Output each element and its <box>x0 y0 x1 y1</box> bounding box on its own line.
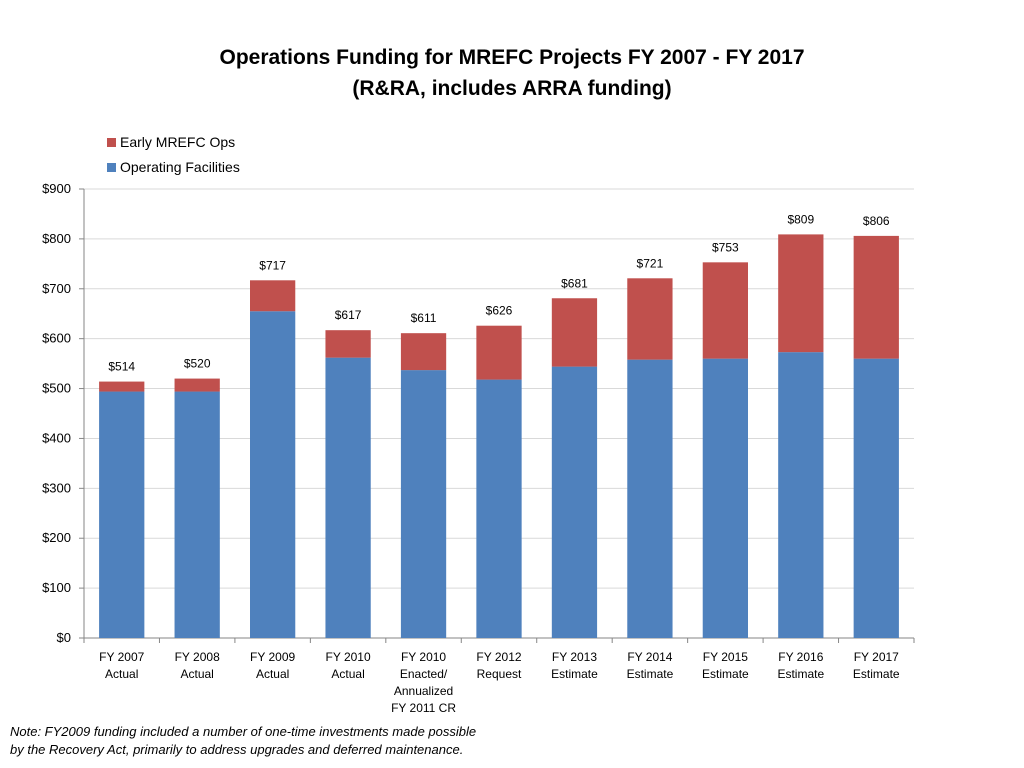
y-tick-label: $500 <box>42 381 71 396</box>
chart-title: Operations Funding for MREFC Projects FY… <box>219 46 805 69</box>
y-tick-label: $300 <box>42 480 71 495</box>
y-tick-label: $700 <box>42 281 71 296</box>
bar-early-mrefc-ops <box>627 278 673 360</box>
footnote: Note: FY2009 funding included a number o… <box>10 723 710 759</box>
y-tick-label: $400 <box>42 430 71 445</box>
bar-operating-facilities <box>325 357 371 638</box>
bar-operating-facilities <box>853 358 899 638</box>
bar-operating-facilities <box>627 359 673 638</box>
y-tick-label: $900 <box>42 181 71 196</box>
stacked-bar-chart: $0 $100 $200 $300 $400 $500 $600 $700 $800 $900 $5… <box>42 134 915 715</box>
x-tick-label: FY 2009 Actual <box>250 650 295 681</box>
bar-early-mrefc-ops <box>853 235 899 359</box>
bar-operating-facilities <box>551 366 598 638</box>
legend-label-operating-facilities: Operating Facilities <box>120 159 240 175</box>
legend-swatch-operating-facilities <box>107 163 116 172</box>
bar-operating-facilities <box>476 379 522 638</box>
legend-swatch-early-mrefc-ops <box>107 138 116 147</box>
bar-early-mrefc-ops <box>702 262 748 359</box>
y-tick-label: $100 <box>42 580 71 595</box>
data-label-total: $753 <box>712 240 739 254</box>
footnote-line-1: Note: FY2009 funding included a number o… <box>10 724 477 739</box>
bar-early-mrefc-ops <box>99 381 145 392</box>
x-tick-label: FY 2008 Actual <box>175 650 220 681</box>
bar-operating-facilities <box>99 391 145 638</box>
x-tick-label: FY 2007 Actual <box>99 650 144 681</box>
x-tick-label: FY 2012 Request <box>476 650 522 681</box>
bar-early-mrefc-ops <box>778 234 824 353</box>
data-label-total: $626 <box>486 304 513 318</box>
bar-operating-facilities <box>702 358 748 638</box>
bar-early-mrefc-ops <box>174 378 220 392</box>
bar-early-mrefc-ops <box>325 330 371 358</box>
data-label-total: $717 <box>259 258 286 272</box>
x-tick-label: FY 2010 Enacted/Annualized FY 2011 CR <box>391 650 456 715</box>
footnote-line-2: by the Recovery Act, primarily to addres… <box>10 742 464 757</box>
y-tick-label: $800 <box>42 231 71 246</box>
data-label-total: $520 <box>184 357 211 371</box>
data-label-total: $514 <box>108 360 135 374</box>
data-label-total: $611 <box>411 311 437 325</box>
y-tick-label: $0 <box>57 630 71 645</box>
x-tick-label: FY 2017 Estimate <box>853 650 900 681</box>
data-label-total: $721 <box>637 256 664 270</box>
bar-early-mrefc-ops <box>476 325 522 380</box>
y-tick-label: $600 <box>42 331 71 346</box>
x-tick-label: FY 2010 Actual <box>326 650 371 681</box>
bar-operating-facilities <box>778 352 824 638</box>
bar-early-mrefc-ops <box>400 333 447 371</box>
x-tick-label: FY 2015 Estimate <box>702 650 749 681</box>
data-label-total: $681 <box>561 276 588 290</box>
bar-early-mrefc-ops <box>250 280 296 312</box>
legend-label-early-mrefc-ops: Early MREFC Ops <box>120 134 235 150</box>
bar-operating-facilities <box>400 370 447 638</box>
x-tick-label: FY 2014 Estimate <box>627 650 674 681</box>
data-label-total: $617 <box>335 308 362 322</box>
bar-early-mrefc-ops <box>551 298 598 367</box>
x-tick-label: FY 2016 Estimate <box>777 650 824 681</box>
bar-operating-facilities <box>250 311 296 638</box>
chart-title-block: Operations Funding for MREFC Projects FY… <box>0 42 1024 104</box>
chart-subtitle: (R&RA, includes ARRA funding) <box>352 77 672 100</box>
data-label-total: $809 <box>787 212 814 226</box>
x-tick-label: FY 2013 Estimate <box>551 650 598 681</box>
bar-operating-facilities <box>174 391 220 638</box>
data-label-total: $806 <box>863 214 890 228</box>
y-tick-label: $200 <box>42 530 71 545</box>
